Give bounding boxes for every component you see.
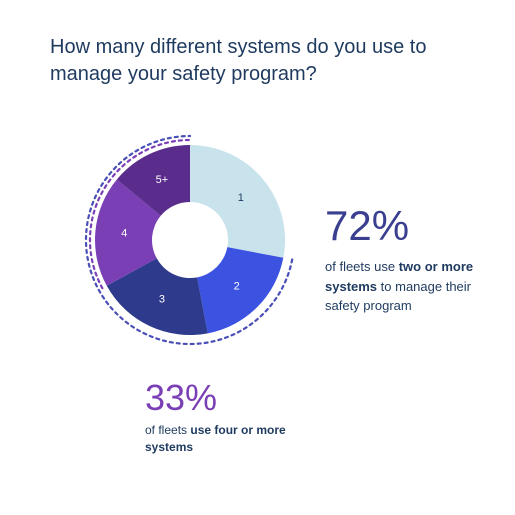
donut-slice-label-4: 4 [121,228,127,240]
stat-33-desc-pre: of fleets [145,423,190,437]
stat-33-percent: 33% [145,380,325,416]
stat-72-desc: of fleets use two or more systems to man… [325,257,485,316]
donut-slice-label-1: 1 [238,192,244,204]
donut-slice-label-5+: 5+ [156,174,169,186]
stat-72-percent: 72% [325,205,485,247]
chart-title: How many different systems do you use to… [50,34,465,88]
stat-72-block: 72% of fleets use two or more systems to… [325,205,485,316]
donut-slice-2 [197,247,283,333]
donut-chart: 1 2 3 4 5+ [80,130,300,350]
donut-slice-label-3: 3 [159,294,165,306]
donut-slice-label-2: 2 [234,281,240,293]
stat-33-block: 33% of fleets use four or more systems [145,380,325,456]
stat-72-desc-pre: of fleets use [325,259,399,274]
stat-33-desc: of fleets use four or more systems [145,422,325,456]
